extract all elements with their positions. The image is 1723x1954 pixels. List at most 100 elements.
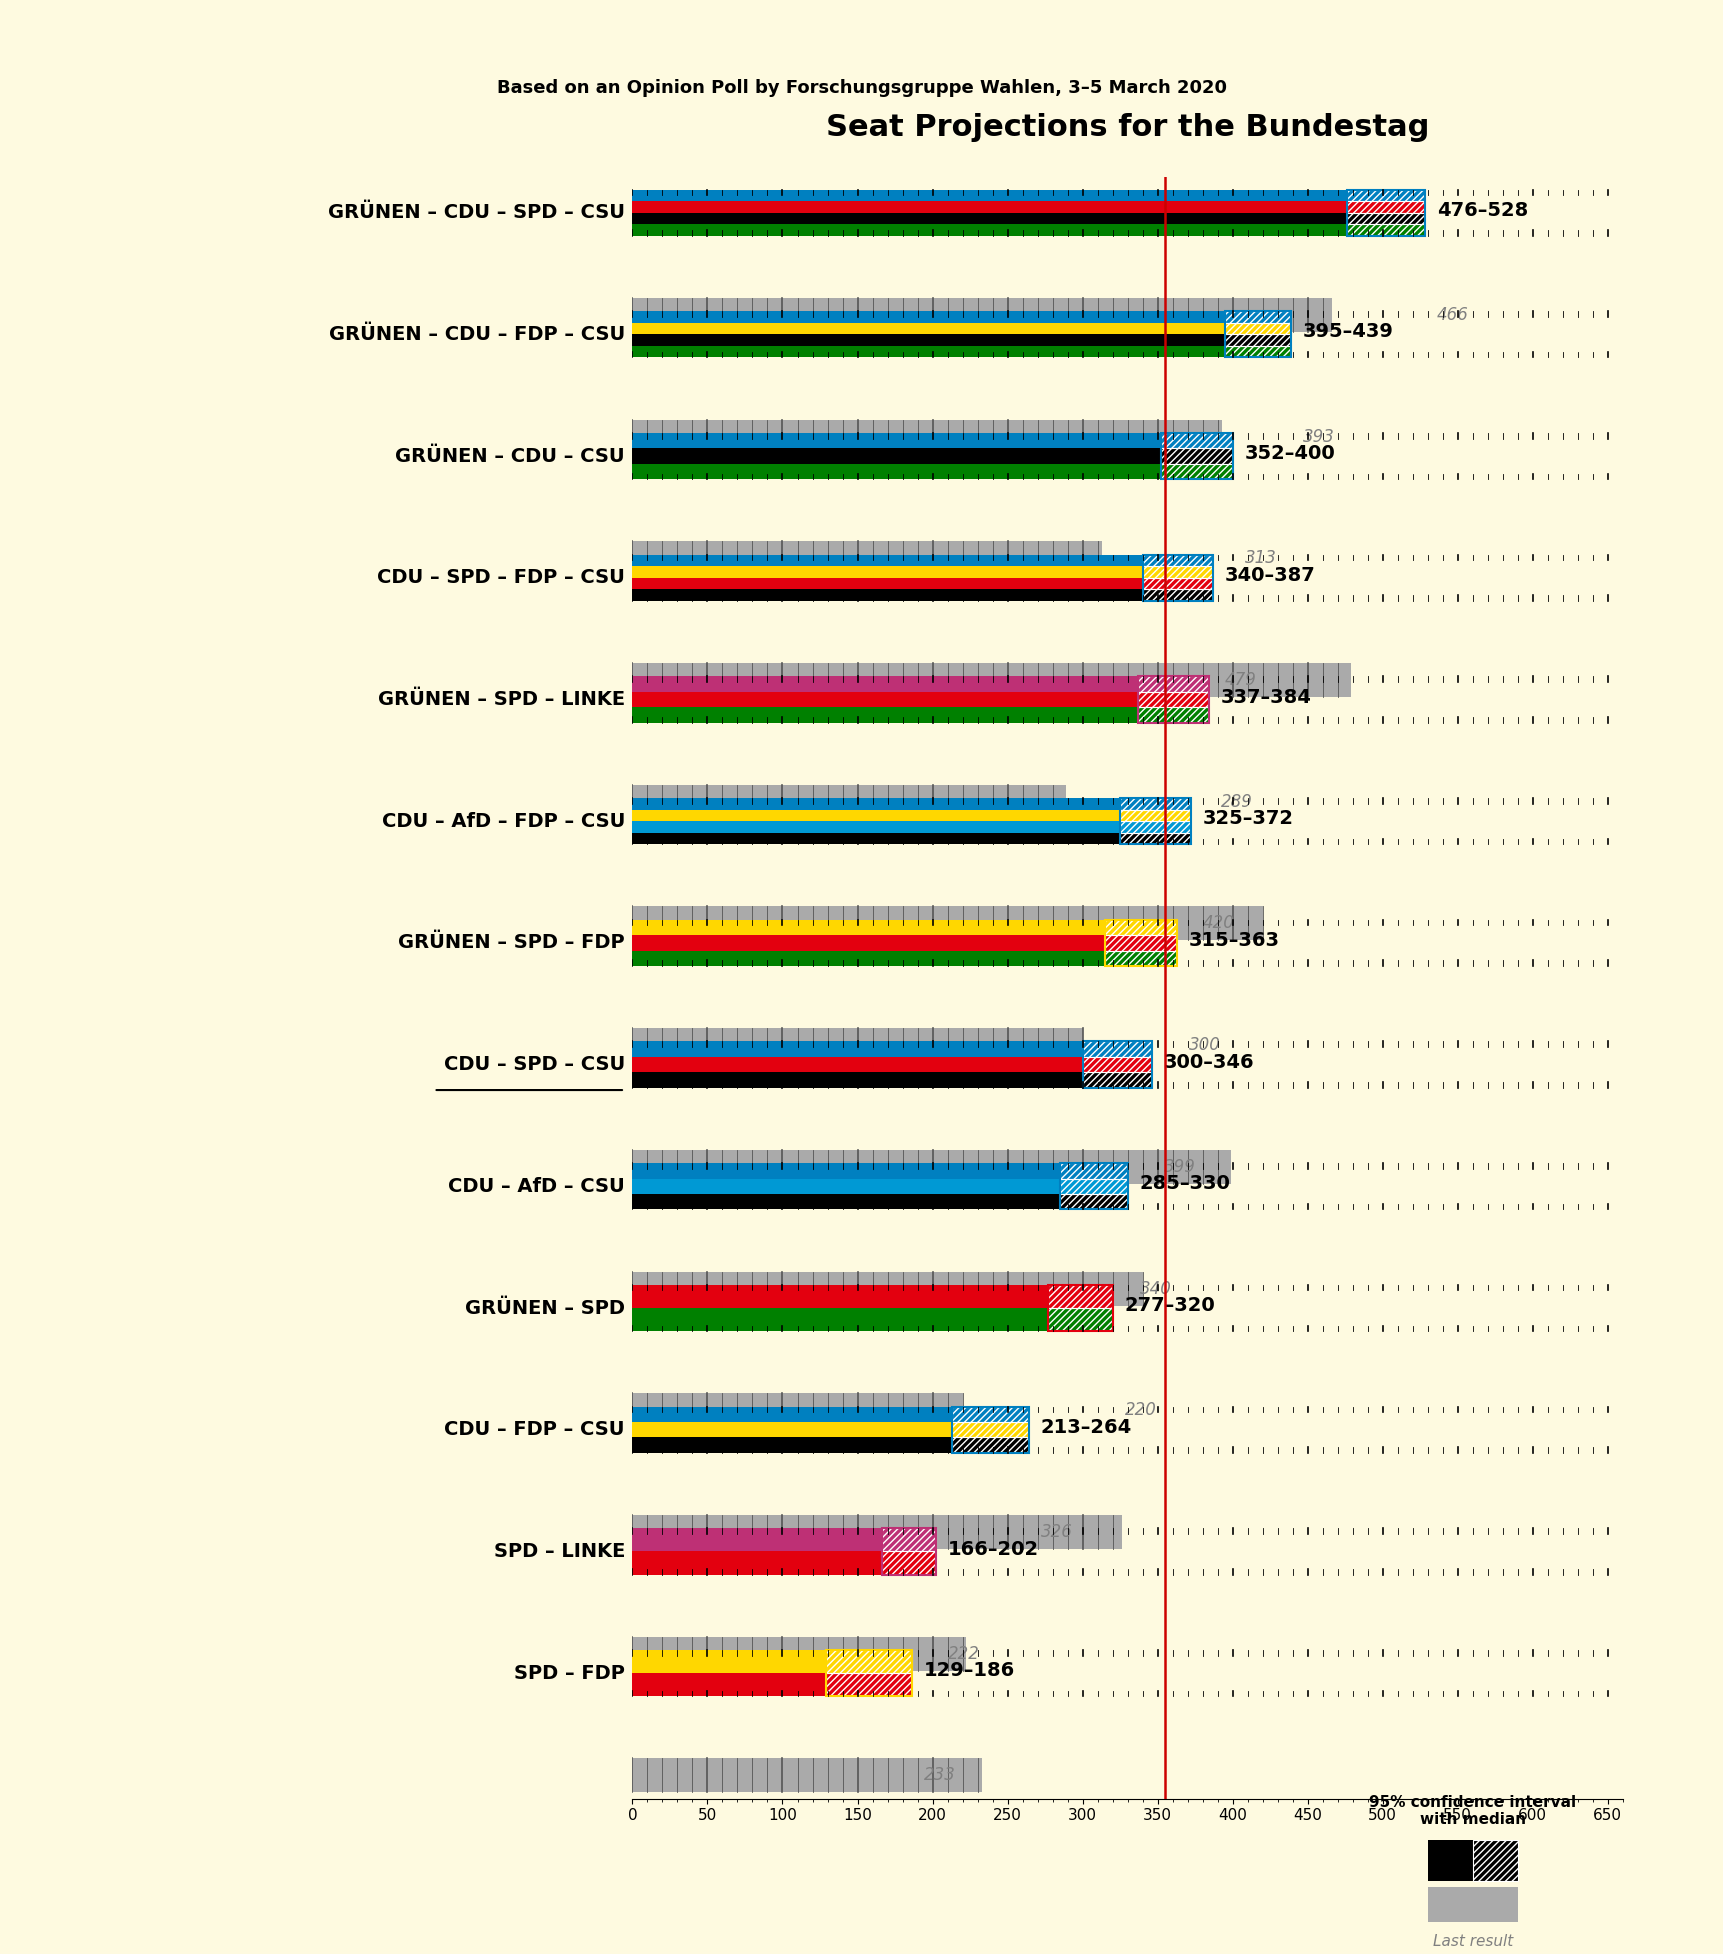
Bar	[632, 797, 1120, 809]
Bar	[1048, 1286, 1111, 1331]
Bar	[1346, 190, 1423, 236]
Bar	[1120, 797, 1191, 809]
Bar	[1060, 1178, 1127, 1194]
Text: GRÜNEN – SPD – LINKE: GRÜNEN – SPD – LINKE	[377, 690, 624, 709]
Bar	[632, 1551, 880, 1575]
Bar	[1346, 190, 1423, 201]
Bar	[1060, 1163, 1127, 1178]
Bar	[632, 297, 1330, 332]
Bar	[1142, 590, 1213, 602]
Bar	[1048, 1286, 1111, 1307]
Text: 315–363: 315–363	[1189, 930, 1280, 950]
Text: 337–384: 337–384	[1220, 688, 1311, 707]
Bar	[1120, 832, 1191, 844]
Text: Based on an Opinion Poll by Forschungsgruppe Wahlen, 3–5 March 2020: Based on an Opinion Poll by Forschungsgr…	[496, 78, 1227, 98]
Bar	[1120, 832, 1191, 844]
Bar	[951, 1407, 1029, 1454]
Bar	[1104, 936, 1177, 950]
Bar	[632, 676, 1137, 692]
Bar	[1346, 190, 1423, 201]
Text: CDU – FDP – CSU: CDU – FDP – CSU	[445, 1421, 624, 1440]
Bar	[1082, 1073, 1151, 1088]
Bar	[880, 1551, 936, 1575]
Bar	[1160, 447, 1232, 463]
Bar	[1137, 676, 1208, 692]
Text: 129–186: 129–186	[924, 1661, 1015, 1680]
Bar	[632, 1393, 961, 1426]
Text: CDU – SPD – CSU: CDU – SPD – CSU	[443, 1055, 624, 1075]
Bar	[1142, 567, 1213, 578]
Bar	[632, 1041, 1082, 1057]
Bar	[632, 201, 1346, 213]
Text: SPD – LINKE: SPD – LINKE	[493, 1542, 624, 1561]
Bar	[1160, 447, 1232, 463]
Bar	[632, 832, 1120, 844]
Bar	[632, 1407, 951, 1423]
Text: 340: 340	[1139, 1280, 1172, 1297]
Text: 300: 300	[1189, 1036, 1220, 1053]
Bar	[1225, 311, 1291, 322]
Bar	[1104, 920, 1177, 936]
Bar	[951, 1438, 1029, 1454]
Bar	[880, 1528, 936, 1551]
Bar	[1225, 334, 1291, 346]
Text: 352–400: 352–400	[1244, 444, 1335, 463]
Bar	[632, 707, 1137, 723]
Text: Last result: Last result	[1432, 1934, 1513, 1948]
Bar	[825, 1673, 911, 1696]
Bar	[632, 190, 1346, 201]
Bar	[632, 950, 1104, 965]
Bar	[1142, 555, 1213, 567]
Bar	[1082, 1041, 1151, 1057]
Bar	[1060, 1163, 1127, 1178]
Bar	[1048, 1307, 1111, 1331]
Bar	[1104, 920, 1177, 936]
Bar	[1120, 821, 1191, 832]
Bar	[1060, 1194, 1127, 1210]
Bar	[1137, 692, 1208, 707]
Bar	[880, 1551, 936, 1575]
Text: 220: 220	[1123, 1401, 1156, 1419]
Bar	[1346, 201, 1423, 213]
Bar	[632, 809, 1120, 821]
Bar	[951, 1423, 1029, 1438]
Bar	[632, 1194, 1060, 1210]
Text: 313: 313	[1244, 549, 1275, 567]
Bar	[951, 1423, 1029, 1438]
Bar	[632, 1649, 825, 1673]
Text: 285–330: 285–330	[1139, 1174, 1230, 1194]
Bar	[1225, 311, 1291, 322]
Bar	[1160, 463, 1232, 479]
Bar	[1082, 1073, 1151, 1088]
Bar	[1225, 311, 1291, 358]
Bar	[632, 907, 1261, 940]
Text: CDU – AfD – FDP – CSU: CDU – AfD – FDP – CSU	[381, 811, 624, 830]
Bar	[632, 662, 1351, 698]
Bar	[1346, 213, 1423, 225]
Bar	[1137, 707, 1208, 723]
Text: GRÜNEN – CDU – CSU: GRÜNEN – CDU – CSU	[395, 447, 624, 465]
Bar	[1346, 213, 1423, 225]
Bar	[1060, 1178, 1127, 1194]
Bar	[1082, 1041, 1151, 1057]
Bar	[632, 567, 1142, 578]
Bar	[632, 1178, 1060, 1194]
Bar	[1060, 1194, 1127, 1210]
Bar	[1160, 434, 1232, 447]
Bar	[632, 1423, 951, 1438]
Bar	[632, 590, 1142, 602]
Bar	[1082, 1041, 1151, 1088]
Text: 222: 222	[948, 1645, 979, 1663]
Bar	[880, 1528, 936, 1551]
Bar	[1048, 1307, 1111, 1331]
Bar	[632, 420, 1222, 453]
Text: GRÜNEN – CDU – SPD – CSU: GRÜNEN – CDU – SPD – CSU	[327, 203, 624, 223]
Bar	[632, 463, 1160, 479]
Bar	[1142, 578, 1213, 590]
Text: CDU – SPD – FDP – CSU: CDU – SPD – FDP – CSU	[377, 569, 624, 588]
Text: 395–439: 395–439	[1303, 322, 1394, 342]
Bar	[951, 1407, 1029, 1423]
Text: 393: 393	[1303, 428, 1334, 446]
Bar	[632, 1637, 965, 1671]
Text: 289: 289	[1220, 793, 1253, 811]
